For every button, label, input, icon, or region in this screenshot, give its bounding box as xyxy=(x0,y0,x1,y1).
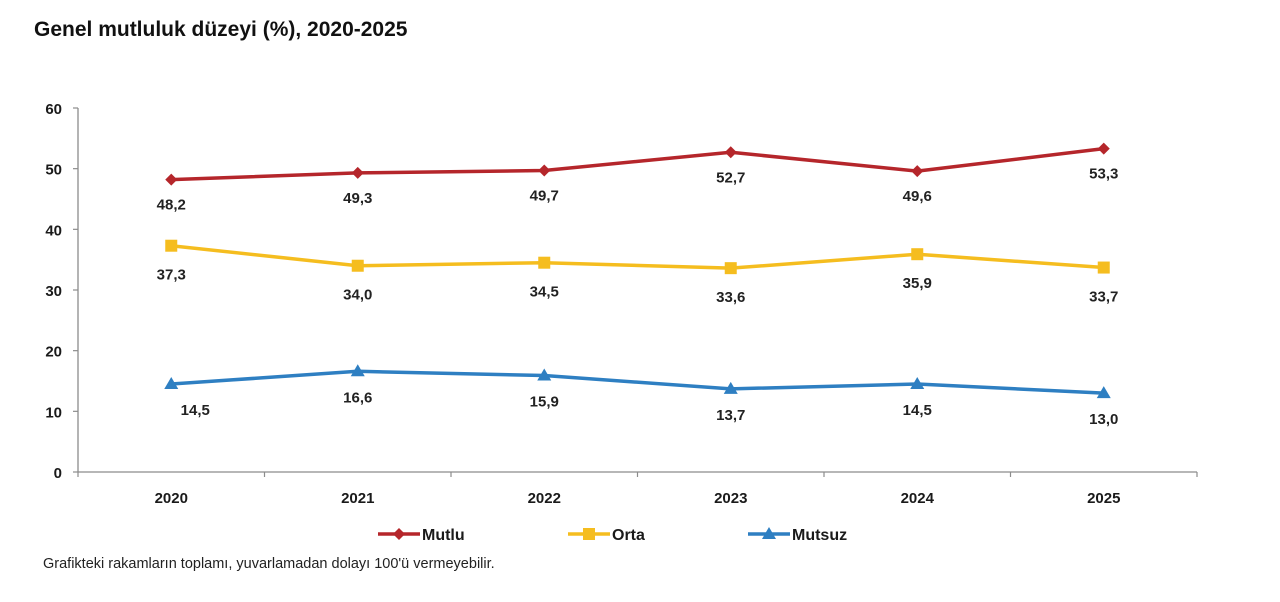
data-point-orta xyxy=(724,262,737,275)
data-label: 16,6 xyxy=(343,389,372,406)
data-point-mutlu xyxy=(538,164,551,177)
legend-label: Orta xyxy=(612,527,645,544)
data-label: 13,0 xyxy=(1089,411,1118,428)
data-point-mutsuz xyxy=(350,364,365,377)
data-point-mutlu xyxy=(911,165,924,178)
data-label: 14,5 xyxy=(181,402,210,419)
data-point-orta xyxy=(165,239,178,252)
legend-label: Mutsuz xyxy=(792,527,847,544)
data-label: 33,6 xyxy=(716,289,745,306)
series-mutsuz xyxy=(164,364,1111,399)
y-tick-label: 30 xyxy=(45,283,62,300)
data-point-orta xyxy=(351,259,364,272)
legend-swatch-marker xyxy=(393,528,405,540)
data-label: 34,0 xyxy=(343,287,372,304)
data-label: 49,3 xyxy=(343,190,372,207)
series-layer xyxy=(164,142,1111,399)
data-point-orta xyxy=(911,248,924,261)
data-point-mutlu xyxy=(165,173,178,186)
x-tick-label: 2021 xyxy=(341,490,374,507)
data-point-mutsuz xyxy=(164,377,179,390)
y-tick-label: 40 xyxy=(45,222,62,239)
data-label: 35,9 xyxy=(903,275,932,292)
x-tick-label: 2020 xyxy=(155,490,188,507)
data-point-mutsuz xyxy=(723,381,738,394)
y-tick-label: 10 xyxy=(45,404,62,421)
data-point-mutlu xyxy=(1097,142,1110,155)
y-tick-label: 50 xyxy=(45,162,62,179)
data-label: 49,6 xyxy=(903,188,932,205)
footnote: Grafikteki rakamların toplamı, yuvarlama… xyxy=(43,556,495,572)
series-mutlu xyxy=(165,142,1110,186)
series-line-orta xyxy=(171,243,1104,270)
x-tick-label: 2022 xyxy=(528,490,561,507)
data-label: 52,7 xyxy=(716,169,745,186)
data-point-mutlu xyxy=(351,166,364,179)
data-labels-layer: 48,2 49,3 49,7 52,7 49,6 53,3 37,3 34,0 34,5 33,6… xyxy=(157,166,1119,428)
data-point-mutsuz xyxy=(537,368,552,381)
legend-label: Mutlu xyxy=(422,527,465,544)
data-point-mutsuz xyxy=(1096,386,1111,399)
x-tick-label: 2024 xyxy=(901,490,935,507)
legend: Mutlu Orta Mutsuz xyxy=(378,527,847,544)
data-label: 34,5 xyxy=(530,284,559,301)
data-label: 49,7 xyxy=(530,187,559,204)
series-line-mutlu xyxy=(171,146,1104,182)
data-label: 15,9 xyxy=(530,394,559,411)
data-point-mutlu xyxy=(724,146,737,159)
y-tick-label: 20 xyxy=(45,344,62,361)
data-label: 13,7 xyxy=(716,407,745,424)
series-line-mutsuz xyxy=(171,369,1104,395)
y-tick-label: 0 xyxy=(54,465,62,482)
x-tick-label: 2023 xyxy=(714,490,747,507)
data-label: 14,5 xyxy=(903,402,932,419)
data-point-mutsuz xyxy=(910,377,925,390)
legend-swatch-marker xyxy=(583,528,595,540)
data-label: 33,7 xyxy=(1089,289,1118,306)
legend-swatch-marker xyxy=(762,527,776,539)
data-label: 37,3 xyxy=(157,267,186,284)
legend-item-mutlu: Mutlu xyxy=(378,527,465,544)
chart-title: Genel mutluluk düzeyi (%), 2020-2025 xyxy=(34,18,408,41)
axes: 0 10 20 30 40 50 60 2020 2021 2022 2023 2024 2025 xyxy=(45,101,1198,507)
data-label: 48,2 xyxy=(157,197,186,214)
legend-item-mutsuz: Mutsuz xyxy=(748,527,847,544)
data-point-orta xyxy=(1097,261,1110,274)
data-point-orta xyxy=(538,256,551,269)
data-label: 53,3 xyxy=(1089,166,1118,183)
legend-item-orta: Orta xyxy=(568,527,645,544)
y-tick-label: 60 xyxy=(45,101,62,118)
x-tick-label: 2025 xyxy=(1087,490,1120,507)
series-orta xyxy=(165,239,1110,275)
